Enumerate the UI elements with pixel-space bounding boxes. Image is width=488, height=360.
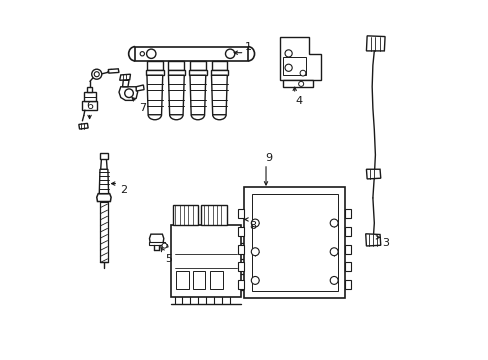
Polygon shape [190, 61, 205, 70]
Polygon shape [168, 61, 184, 70]
Polygon shape [82, 101, 97, 110]
Polygon shape [279, 37, 320, 80]
Polygon shape [167, 70, 184, 75]
Polygon shape [136, 85, 144, 91]
Circle shape [225, 49, 234, 58]
Polygon shape [79, 123, 88, 129]
Polygon shape [283, 80, 312, 87]
Text: 6: 6 [86, 101, 93, 111]
Bar [210, 271, 223, 289]
Text: 9: 9 [265, 153, 272, 163]
Bar [172, 205, 198, 225]
Bar [344, 280, 351, 289]
Circle shape [251, 219, 259, 227]
Bar [251, 194, 337, 291]
Bar [238, 262, 244, 271]
Circle shape [251, 276, 259, 284]
Text: 8: 8 [249, 221, 256, 230]
Polygon shape [122, 80, 129, 87]
Polygon shape [211, 61, 227, 70]
Circle shape [251, 248, 259, 256]
Bar [344, 262, 351, 271]
Circle shape [329, 248, 337, 256]
Polygon shape [149, 234, 163, 243]
Polygon shape [119, 87, 137, 100]
Circle shape [94, 72, 99, 77]
Polygon shape [101, 159, 107, 169]
Circle shape [285, 64, 292, 71]
Polygon shape [159, 244, 168, 247]
Circle shape [140, 51, 144, 56]
Bar [171, 225, 241, 297]
Circle shape [329, 276, 337, 284]
Text: 2: 2 [120, 185, 126, 195]
Bar [238, 244, 244, 253]
Text: 5: 5 [164, 253, 172, 264]
Circle shape [300, 70, 305, 76]
Circle shape [329, 219, 337, 227]
Polygon shape [146, 70, 163, 75]
Polygon shape [189, 70, 206, 75]
Bar [344, 244, 351, 253]
Text: 7: 7 [139, 103, 145, 113]
Bar [176, 271, 188, 289]
Polygon shape [147, 61, 163, 70]
Bar [238, 209, 244, 218]
Polygon shape [97, 194, 111, 202]
Polygon shape [283, 57, 306, 75]
Polygon shape [135, 46, 247, 61]
Polygon shape [87, 87, 92, 92]
Polygon shape [99, 169, 108, 194]
Polygon shape [210, 70, 227, 75]
Polygon shape [147, 75, 163, 115]
Polygon shape [365, 234, 380, 246]
Bar [344, 209, 351, 218]
Bar [244, 187, 344, 298]
Circle shape [162, 243, 167, 248]
Polygon shape [211, 75, 227, 115]
Bar [238, 280, 244, 289]
Polygon shape [120, 74, 130, 80]
Polygon shape [366, 169, 380, 179]
Circle shape [298, 81, 303, 86]
Bar [238, 226, 244, 235]
Circle shape [124, 89, 133, 98]
Bar [192, 271, 204, 289]
Circle shape [146, 49, 156, 58]
Polygon shape [366, 36, 384, 51]
Bar [201, 205, 226, 225]
Polygon shape [108, 69, 119, 73]
Polygon shape [168, 75, 184, 115]
Bar [100, 153, 107, 159]
Circle shape [92, 69, 102, 79]
Bar [344, 226, 351, 235]
Text: 4: 4 [295, 96, 302, 106]
Polygon shape [190, 75, 205, 115]
Text: 1: 1 [244, 42, 252, 51]
Polygon shape [148, 242, 164, 244]
Text: 3: 3 [382, 238, 389, 248]
Polygon shape [83, 92, 96, 101]
Circle shape [285, 50, 292, 57]
